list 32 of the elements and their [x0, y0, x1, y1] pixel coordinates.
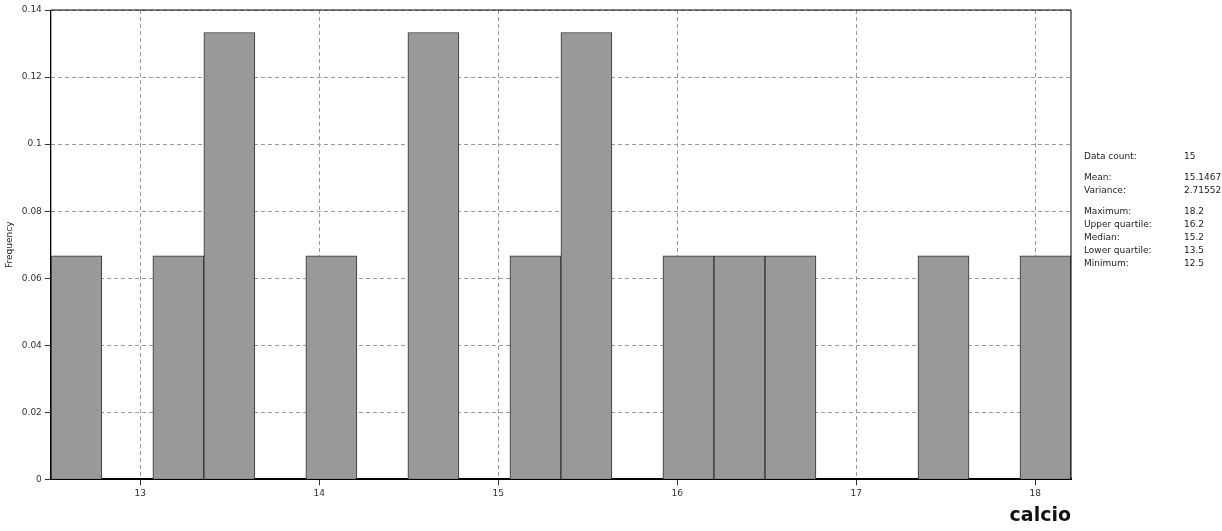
y-tick-label: 0.04: [21, 339, 43, 350]
y-tick-label: 0: [36, 473, 43, 484]
text: Maximum:: [1084, 206, 1133, 216]
text: 18.2: [1184, 206, 1206, 216]
text: 12.5: [1184, 258, 1206, 268]
text: Data count:: [1084, 151, 1138, 161]
text: Median:: [1084, 232, 1121, 242]
text: 15: [1184, 151, 1197, 161]
x-tick-label: 18: [1029, 488, 1042, 499]
x-tick-label: 13: [134, 488, 147, 499]
x-tick-label: 17: [850, 488, 862, 499]
y-tick-label: 0.06: [21, 272, 43, 283]
y-tick-label: 0.12: [21, 71, 42, 82]
x-tick-label: 16: [671, 488, 684, 499]
x-tick-label: 15: [492, 488, 504, 499]
text: Minimum:: [1084, 258, 1130, 268]
y-axis-title: Frequency: [3, 220, 14, 268]
y-tick-label: 0.08: [21, 205, 43, 216]
text: 15.2: [1184, 232, 1206, 242]
text: Variance:: [1084, 185, 1127, 195]
text: 13.5: [1184, 245, 1206, 255]
text: Mean:: [1084, 172, 1113, 182]
text: Upper quartile:: [1084, 219, 1153, 229]
y-tick-label: 0.1: [27, 138, 42, 149]
text: 15.1467: [1184, 172, 1222, 182]
x-tick-label: 14: [313, 488, 326, 499]
x-axis-title: calcio: [1009, 502, 1071, 525]
y-tick-label: 0.14: [21, 4, 43, 15]
text: 16.2: [1184, 219, 1206, 229]
text: Lower quartile:: [1084, 245, 1153, 255]
y-tick-label: 0.02: [21, 406, 42, 417]
text: 2.71552: [1184, 185, 1222, 195]
